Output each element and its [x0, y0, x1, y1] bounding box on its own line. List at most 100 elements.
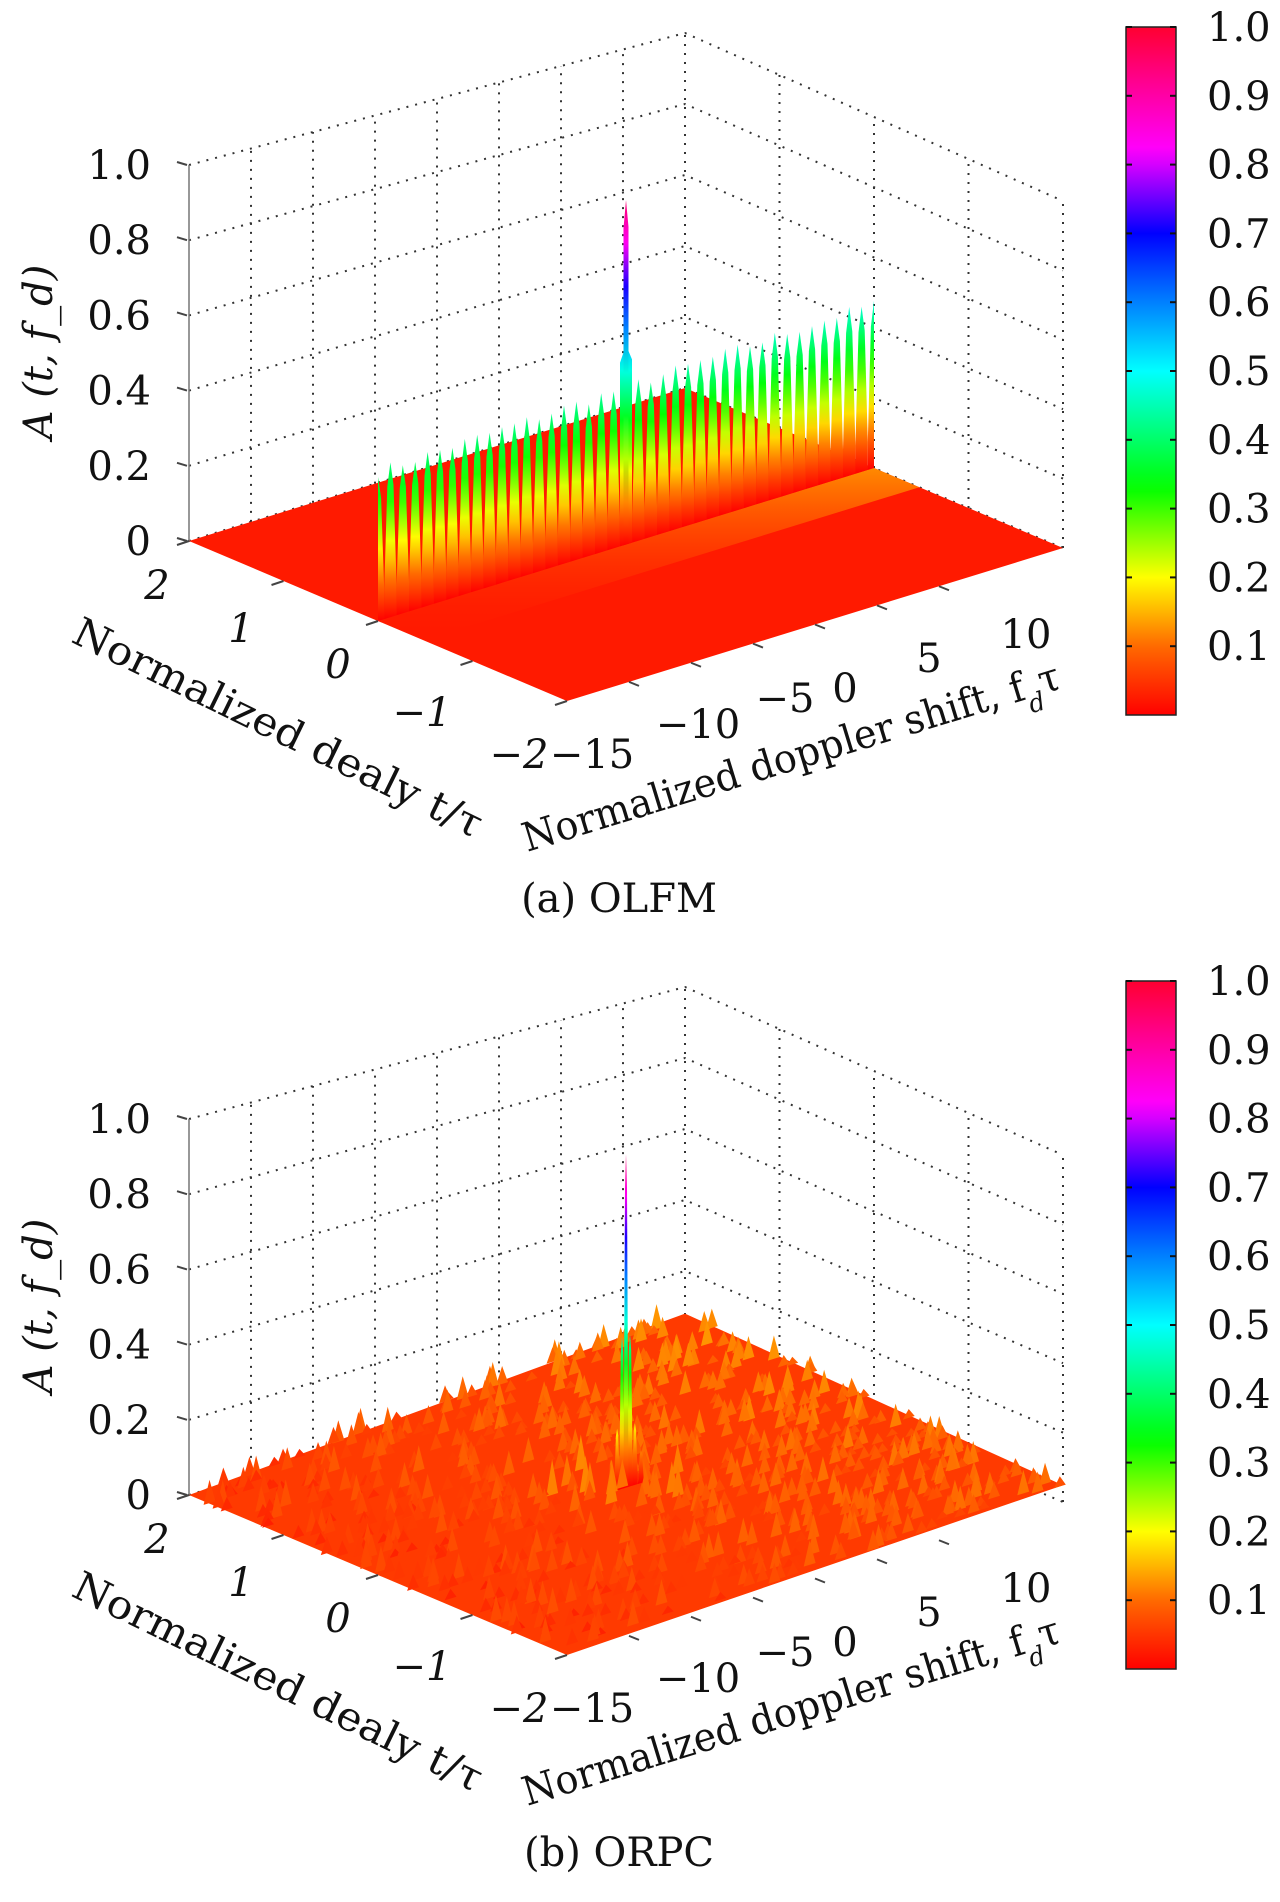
noise-bump: [511, 1510, 524, 1532]
doppler-tick-mark: [938, 585, 950, 592]
noise-bump: [954, 1485, 967, 1512]
noise-bump: [584, 1461, 596, 1496]
noise-bump: [786, 1356, 799, 1367]
delay-tick-mark: [365, 1574, 379, 1580]
noise-bump: [501, 1495, 513, 1512]
noise-bump: [758, 1429, 770, 1452]
noise-bump: [736, 1482, 749, 1497]
delay-tick-label: 0: [325, 642, 350, 688]
noise-bump: [536, 1580, 549, 1607]
noise-bump: [281, 1447, 294, 1471]
noise-bump: [798, 1389, 811, 1406]
noise-bump: [293, 1448, 306, 1459]
sidelobe-spike: [669, 365, 682, 532]
noise-bump: [483, 1424, 496, 1437]
noise-bump: [479, 1477, 492, 1494]
noise-bump: [649, 1386, 661, 1401]
colorbar-tick-label: 0.4: [1207, 418, 1271, 464]
noise-bump: [802, 1467, 814, 1485]
noise-bump: [876, 1442, 889, 1454]
noise-bump: [554, 1587, 567, 1605]
delay-tick-mark: [176, 540, 190, 546]
noise-bump: [917, 1471, 930, 1495]
noise-bump: [784, 1388, 796, 1407]
noise-bump: [494, 1402, 507, 1430]
noise-bump: [644, 1425, 657, 1439]
noise-bump: [452, 1553, 465, 1580]
noise-bump: [800, 1451, 813, 1476]
noise-bump: [1031, 1471, 1044, 1494]
z-tick-mark: [176, 1340, 188, 1346]
noise-bump: [496, 1366, 508, 1386]
noise-bump: [688, 1518, 701, 1544]
noise-bump: [669, 1404, 682, 1422]
noise-bump: [581, 1603, 594, 1617]
noise-bump: [897, 1436, 910, 1461]
noise-bump: [627, 1600, 639, 1627]
delay-tick-label: −2: [490, 1686, 549, 1732]
noise-bump: [945, 1447, 958, 1472]
doppler-tick-mark: [876, 1558, 888, 1565]
delay-tick-label: 2: [143, 563, 169, 609]
noise-bump: [961, 1443, 974, 1466]
noise-bump: [756, 1564, 769, 1583]
sidelobe-spike: [533, 419, 546, 574]
noise-bump: [632, 1346, 645, 1372]
doppler-tick-mark: [814, 623, 826, 630]
noise-bump: [691, 1433, 703, 1458]
noise-bump: [307, 1482, 320, 1504]
noise-bump: [353, 1537, 365, 1558]
colorbar-gradient: [1125, 980, 1177, 1670]
noise-bump: [829, 1441, 841, 1465]
noise-bump: [538, 1416, 551, 1440]
delay-tick-mark: [271, 580, 284, 586]
noise-bump: [511, 1411, 523, 1424]
noise-bump: [926, 1487, 939, 1502]
grid-line-z: [188, 985, 1064, 1156]
noise-bump: [465, 1384, 478, 1399]
noise-bump: [841, 1424, 854, 1450]
noise-bump: [886, 1428, 898, 1438]
noise-bump: [421, 1425, 433, 1437]
noise-bump: [637, 1593, 650, 1606]
noise-bump: [635, 1482, 648, 1508]
noise-bump: [758, 1453, 771, 1475]
noise-bump: [428, 1496, 441, 1519]
noise-bump: [649, 1504, 661, 1517]
noise-bump: [816, 1456, 829, 1483]
noise-bump: [889, 1434, 902, 1447]
noise-bump: [473, 1407, 485, 1432]
doppler-tick-label: 0: [832, 666, 857, 712]
noise-bump: [869, 1468, 882, 1479]
z-tick-mark: [176, 461, 188, 467]
z-tick-label: 0.4: [87, 1323, 151, 1369]
noise-bump: [361, 1476, 374, 1493]
noise-bump: [574, 1434, 587, 1472]
noise-bump: [422, 1405, 435, 1425]
noise-bump: [712, 1393, 725, 1410]
noise-bump: [412, 1503, 425, 1522]
noise-bump: [839, 1510, 852, 1534]
near-sidelobe: [637, 1450, 644, 1484]
noise-bump: [865, 1499, 878, 1525]
delay-tick-mark: [460, 1614, 473, 1620]
noise-bump: [617, 1559, 630, 1580]
noise-bump: [808, 1379, 821, 1400]
noise-bump: [805, 1411, 818, 1434]
main-peak: [623, 1154, 629, 1489]
panel-caption: (a) OLFM: [521, 876, 717, 922]
noise-bump: [389, 1548, 402, 1559]
noise-bump: [712, 1530, 725, 1557]
noise-bump: [692, 1503, 705, 1520]
z-tick-mark: [176, 1190, 188, 1196]
noise-bump: [757, 1470, 770, 1494]
z-tick-mark: [176, 311, 188, 317]
noise-bump: [481, 1409, 493, 1429]
noise-bump: [741, 1443, 754, 1468]
noise-bump: [585, 1428, 598, 1445]
noise-bump: [613, 1505, 626, 1523]
noise-bump: [645, 1513, 658, 1537]
noise-bump: [564, 1560, 577, 1570]
noise-bump: [789, 1547, 802, 1558]
noise-bump: [685, 1550, 698, 1564]
